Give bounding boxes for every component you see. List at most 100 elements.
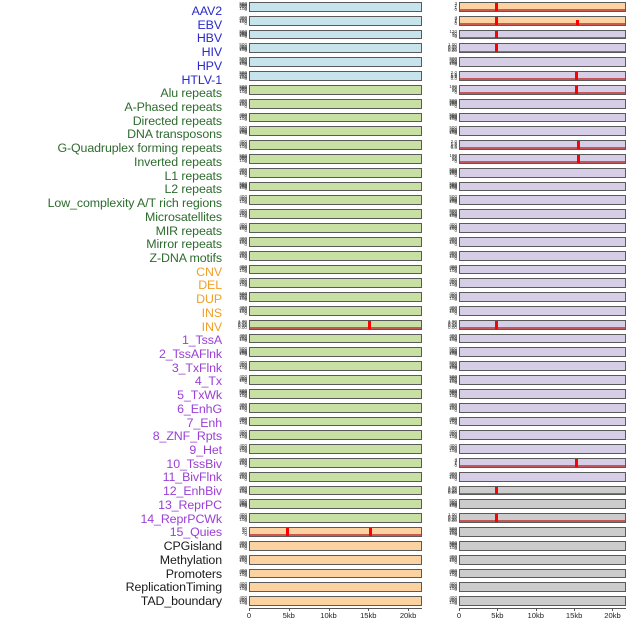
track-plot-box[interactable] — [249, 527, 422, 537]
track-plot-box[interactable] — [249, 471, 422, 482]
track-plot-box[interactable] — [459, 43, 626, 54]
feature-bar[interactable] — [575, 72, 578, 80]
track-plot-box[interactable] — [459, 430, 626, 441]
feature-bar[interactable] — [495, 514, 498, 523]
track-plot-box[interactable] — [249, 154, 422, 164]
track-plot-box[interactable] — [459, 264, 626, 275]
track-plot-box[interactable] — [459, 540, 626, 551]
track-plot-box[interactable] — [459, 582, 626, 593]
track-plot-box[interactable] — [249, 361, 422, 372]
track-plot-box[interactable] — [459, 375, 626, 385]
track-plot-box[interactable] — [249, 2, 422, 12]
track-plot-box[interactable] — [249, 43, 422, 54]
track-plot-box[interactable] — [249, 250, 422, 261]
track-plot-box[interactable] — [249, 167, 422, 178]
track-plot-box[interactable] — [249, 98, 422, 109]
feature-bar[interactable] — [577, 155, 580, 163]
track-plot-box[interactable] — [249, 15, 422, 26]
track-plot-box[interactable] — [249, 402, 422, 413]
feature-bar[interactable] — [495, 44, 498, 53]
feature-bar[interactable] — [495, 3, 498, 11]
track-plot-box[interactable] — [459, 319, 626, 330]
track-plot-box[interactable] — [459, 209, 626, 220]
feature-bar[interactable] — [368, 320, 371, 329]
track-plot-box[interactable] — [459, 596, 626, 606]
track-plot-box[interactable] — [249, 568, 422, 579]
track-plot-box[interactable] — [459, 333, 626, 344]
feature-bar[interactable] — [286, 528, 289, 536]
track-plot-box[interactable] — [249, 126, 422, 137]
track-plot-box[interactable] — [459, 361, 626, 372]
track-plot-box[interactable] — [249, 499, 422, 510]
track-plot-box[interactable] — [249, 458, 422, 468]
track-plot-box[interactable] — [249, 444, 422, 454]
track-plot-box[interactable] — [249, 140, 422, 150]
track-plot-box[interactable] — [249, 236, 422, 247]
track-plot-box[interactable] — [249, 319, 422, 330]
track-plot-box[interactable] — [249, 57, 422, 68]
track-plot-box[interactable] — [249, 485, 422, 496]
track-plot-box[interactable] — [459, 568, 626, 579]
track-plot-box[interactable] — [459, 98, 626, 109]
track-plot-box[interactable] — [249, 112, 422, 123]
track-plot-box[interactable] — [459, 167, 626, 178]
track-plot-box[interactable] — [249, 416, 422, 427]
feature-bar[interactable] — [576, 19, 579, 25]
feature-bar[interactable] — [577, 141, 580, 149]
track-plot-box[interactable] — [249, 347, 422, 358]
track-plot-box[interactable] — [459, 458, 626, 468]
track-plot-box[interactable] — [459, 527, 626, 537]
track-plot-box[interactable] — [459, 388, 626, 399]
track-plot-box[interactable] — [249, 29, 422, 40]
track-plot-box[interactable] — [249, 333, 422, 344]
track-plot-box[interactable] — [249, 292, 422, 302]
track-plot-box[interactable] — [459, 71, 626, 81]
track-plot-box[interactable] — [249, 430, 422, 441]
track-plot-box[interactable] — [459, 112, 626, 123]
track-plot-box[interactable] — [459, 485, 626, 496]
feature-bar[interactable] — [495, 320, 498, 329]
feature-bar[interactable] — [495, 30, 498, 39]
track-plot-box[interactable] — [249, 513, 422, 524]
track-plot-box[interactable] — [249, 71, 422, 81]
track-plot-box[interactable] — [459, 292, 626, 302]
track-plot-box[interactable] — [249, 540, 422, 551]
track-plot-box[interactable] — [249, 84, 422, 95]
track-plot-box[interactable] — [249, 306, 422, 316]
track-plot-box[interactable] — [249, 596, 422, 606]
track-plot-box[interactable] — [459, 57, 626, 68]
track-plot-box[interactable] — [459, 154, 626, 164]
track-plot-box[interactable] — [459, 140, 626, 150]
track-plot-box[interactable] — [249, 264, 422, 275]
feature-bar[interactable] — [495, 486, 498, 495]
track-plot-box[interactable] — [249, 582, 422, 593]
track-plot-box[interactable] — [459, 2, 626, 12]
feature-bar[interactable] — [575, 85, 578, 94]
track-plot-box[interactable] — [249, 209, 422, 220]
track-plot-box[interactable] — [459, 126, 626, 137]
track-plot-box[interactable] — [459, 306, 626, 316]
track-plot-box[interactable] — [459, 29, 626, 40]
track-plot-box[interactable] — [459, 278, 626, 289]
track-plot-box[interactable] — [249, 554, 422, 565]
track-plot-box[interactable] — [459, 554, 626, 565]
track-plot-box[interactable] — [459, 471, 626, 482]
feature-bar[interactable] — [495, 16, 498, 25]
feature-bar[interactable] — [369, 528, 372, 536]
feature-bar[interactable] — [575, 459, 578, 467]
track-plot-box[interactable] — [459, 513, 626, 524]
track-plot-box[interactable] — [459, 15, 626, 26]
track-plot-box[interactable] — [249, 375, 422, 385]
track-plot-box[interactable] — [459, 402, 626, 413]
track-plot-box[interactable] — [249, 181, 422, 192]
track-plot-box[interactable] — [249, 278, 422, 289]
track-plot-box[interactable] — [459, 181, 626, 192]
track-plot-box[interactable] — [459, 499, 626, 510]
track-plot-box[interactable] — [459, 236, 626, 247]
track-plot-box[interactable] — [249, 388, 422, 399]
track-plot-box[interactable] — [459, 416, 626, 427]
track-plot-box[interactable] — [249, 223, 422, 233]
track-plot-box[interactable] — [249, 195, 422, 206]
track-plot-box[interactable] — [459, 195, 626, 206]
track-plot-box[interactable] — [459, 250, 626, 261]
